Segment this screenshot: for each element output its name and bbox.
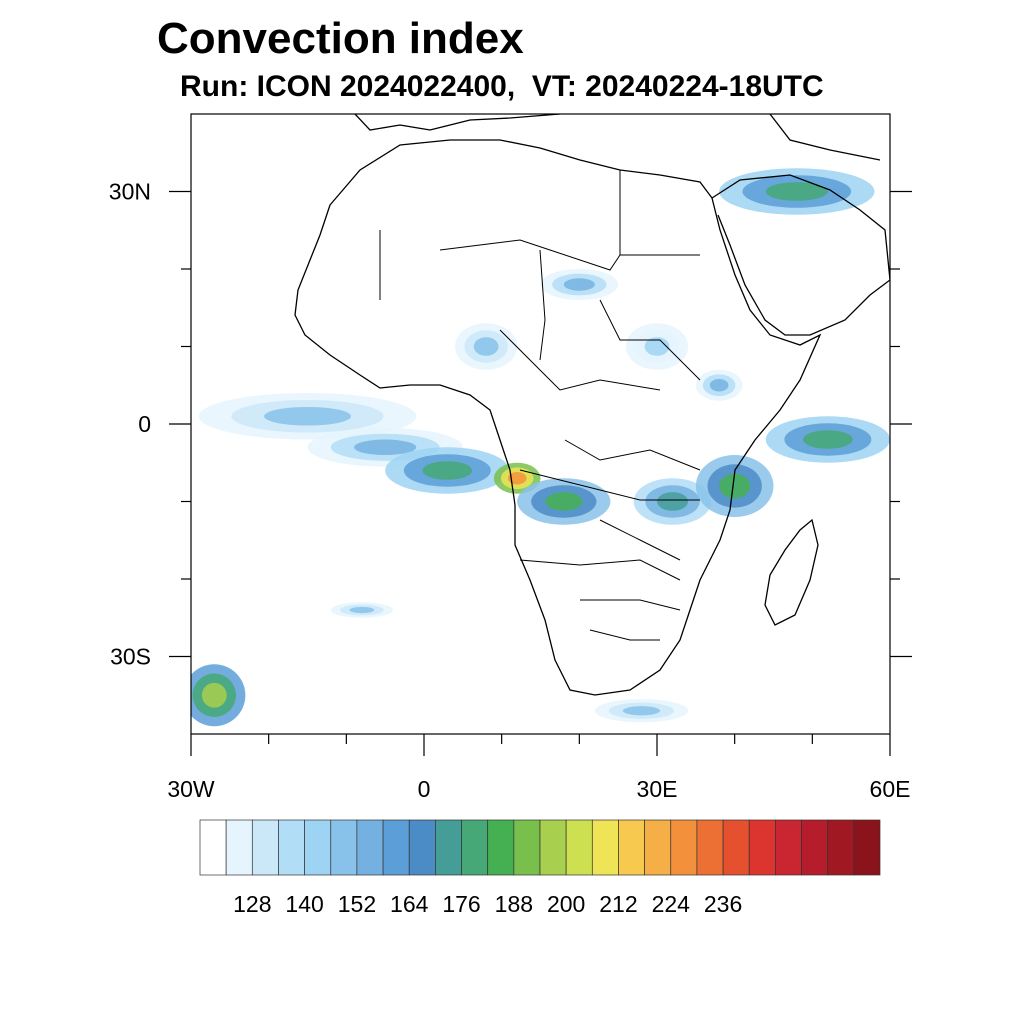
colorbar-swatch xyxy=(565,819,593,876)
colorbar-swatch xyxy=(696,819,724,876)
arabia-coastline xyxy=(711,174,890,336)
x-tick-label: 60E xyxy=(870,776,911,802)
colorbar-swatch xyxy=(591,819,619,876)
colorbar-swatch xyxy=(199,819,227,876)
convection-field-layer xyxy=(191,168,890,727)
colorbar-label: 152 xyxy=(338,891,376,917)
colorbar: 128 140 152 164 176 188 200 212 224 236 xyxy=(199,819,881,917)
colorbar-label: 128 xyxy=(233,891,271,917)
colorbar-swatch xyxy=(487,819,515,876)
colorbar-swatch xyxy=(539,819,567,876)
x-tick-label: 30E xyxy=(637,776,678,802)
colorbar-label: 200 xyxy=(547,891,585,917)
y-tick-label: 30S xyxy=(110,644,151,670)
colorbar-label: 224 xyxy=(652,891,691,917)
convection-cell xyxy=(201,682,227,708)
chart-subtitle: Run: ICON 2024022400, VT: 20240224-18UTC xyxy=(180,70,824,103)
colorbar-swatch xyxy=(670,819,698,876)
convection-cell xyxy=(563,278,595,291)
convection-cell xyxy=(545,492,583,511)
convection-cell xyxy=(644,337,670,356)
convection-cell xyxy=(473,337,499,356)
colorbar-swatch xyxy=(801,819,829,876)
x-tick-label: 0 xyxy=(418,776,431,802)
convection-cell xyxy=(719,473,751,499)
colorbar-swatch xyxy=(382,819,410,876)
colorbar-swatch xyxy=(827,819,855,876)
colorbar-label: 140 xyxy=(285,891,323,917)
convection-cell xyxy=(622,706,661,716)
convection-cell xyxy=(264,406,351,426)
colorbar-label: 236 xyxy=(704,891,742,917)
colorbar-swatch xyxy=(356,819,384,876)
convection-cell xyxy=(354,439,417,455)
colorbar-swatch xyxy=(618,819,645,876)
colorbar-swatch xyxy=(722,819,750,876)
colorbar-swatch xyxy=(304,819,332,876)
convection-cell xyxy=(765,182,828,201)
axis-ticks: 30W 0 30E 60E 30N 0 30S xyxy=(109,179,912,802)
chart-title: Convection index xyxy=(157,14,524,63)
x-tick-label: 30W xyxy=(167,776,215,802)
europe-coastline xyxy=(354,114,881,161)
colorbar-label: 176 xyxy=(442,891,480,917)
convection-cell xyxy=(709,379,729,392)
colorbar-label: 188 xyxy=(495,891,533,917)
colorbar-label: 164 xyxy=(390,891,429,917)
colorbar-label: 212 xyxy=(599,891,637,917)
convection-cell xyxy=(349,606,375,614)
colorbar-swatch xyxy=(513,819,541,876)
colorbar-swatch xyxy=(330,819,358,876)
convection-cell xyxy=(803,430,853,449)
colorbar-swatch xyxy=(644,819,672,876)
colorbar-swatch xyxy=(461,819,489,876)
colorbar-swatch xyxy=(853,819,881,876)
colorbar-swatch xyxy=(435,819,462,876)
madagascar-coastline xyxy=(764,518,819,626)
coastlines xyxy=(294,114,890,696)
convection-cell xyxy=(422,461,473,480)
convection-cell xyxy=(507,472,527,485)
colorbar-swatch xyxy=(748,819,776,876)
colorbar-swatch xyxy=(251,819,279,876)
colorbar-swatch xyxy=(225,819,253,876)
y-tick-label: 30N xyxy=(109,179,151,205)
colorbar-swatch xyxy=(408,819,436,876)
colorbar-swatch xyxy=(278,819,305,876)
y-tick-label: 0 xyxy=(138,411,151,437)
africa-coastline xyxy=(294,139,822,696)
colorbar-swatch xyxy=(775,819,802,876)
country-borders xyxy=(379,170,701,641)
convection-cell xyxy=(657,492,689,511)
